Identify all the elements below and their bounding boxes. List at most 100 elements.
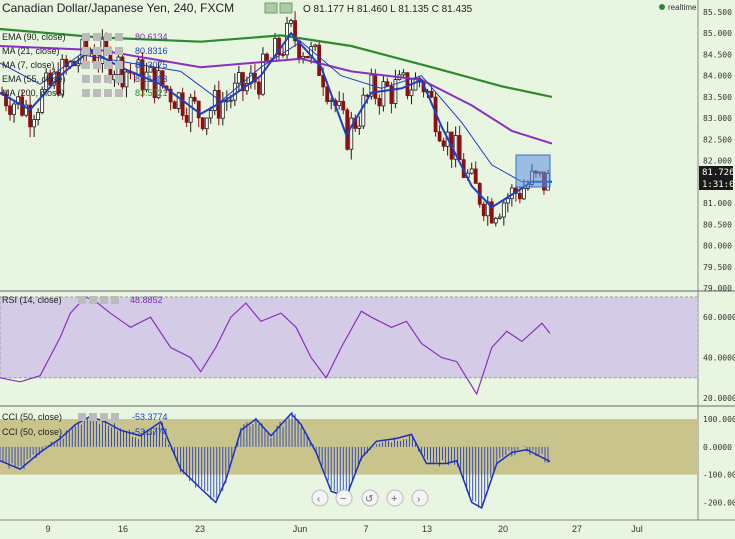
close-icon[interactable] — [100, 413, 108, 421]
more-icon[interactable] — [115, 61, 123, 69]
candle — [521, 188, 526, 200]
indicator-label[interactable]: EMA (90, close) — [2, 32, 66, 42]
settings-icon[interactable] — [89, 413, 97, 421]
candle — [192, 96, 197, 102]
settings-icon[interactable] — [93, 89, 101, 97]
zoom-out-glyph: ‹ — [317, 494, 320, 505]
forward-glyph: › — [417, 494, 420, 505]
price-axis-tick: 81.000 — [703, 199, 732, 208]
price-axis-tick: 79.000 — [703, 284, 732, 293]
candle — [453, 135, 458, 160]
candle — [401, 72, 406, 76]
selection-box[interactable] — [515, 154, 551, 188]
minus-icon[interactable] — [335, 489, 353, 507]
indicator-label[interactable]: MA (21, close) — [2, 46, 60, 56]
eye-icon[interactable] — [82, 89, 90, 97]
candle — [325, 86, 330, 102]
cci-axis-tick: 100.0000 — [703, 415, 735, 424]
zoom-out-icon[interactable] — [311, 489, 329, 507]
cci-axis-tick: -100.0000 — [703, 471, 735, 480]
ma7-line — [0, 31, 552, 209]
indicator-label[interactable]: MA (7, close) — [2, 60, 55, 70]
candle — [345, 109, 350, 150]
candle — [76, 63, 81, 67]
candle — [32, 119, 37, 128]
candle — [381, 81, 386, 107]
eye-icon[interactable] — [82, 47, 90, 55]
settings-icon[interactable] — [93, 47, 101, 55]
close-icon[interactable] — [100, 296, 108, 304]
candle — [349, 117, 354, 150]
settings-icon[interactable] — [89, 296, 97, 304]
candle — [64, 58, 69, 68]
candle — [361, 94, 366, 127]
candle — [457, 135, 462, 161]
candle — [473, 168, 478, 184]
eye-icon[interactable] — [78, 296, 86, 304]
forward-icon[interactable] — [411, 489, 429, 507]
cci-axis-tick: 0.0000 — [703, 443, 732, 452]
candle — [409, 89, 414, 97]
candle — [377, 97, 382, 107]
minus-glyph: − — [340, 493, 346, 505]
candle — [236, 72, 241, 84]
countdown-tag: 1:31:06 — [699, 178, 735, 190]
indicator-value: 81.3075 — [135, 60, 168, 70]
close-icon[interactable] — [104, 89, 112, 97]
candle — [405, 72, 410, 97]
more-icon[interactable] — [115, 75, 123, 83]
candle — [52, 71, 57, 86]
candle — [8, 105, 12, 115]
eye-icon[interactable] — [78, 413, 86, 421]
close-icon[interactable] — [104, 47, 112, 55]
reset-icon[interactable] — [361, 489, 379, 507]
more-icon[interactable] — [115, 89, 123, 97]
time-axis-tick: Jun — [293, 524, 308, 534]
candle — [196, 100, 201, 119]
time-axis-tick: 20 — [498, 524, 508, 534]
candle — [220, 101, 225, 119]
eye-icon[interactable] — [82, 75, 90, 83]
more-icon[interactable] — [115, 47, 123, 55]
candle — [441, 140, 446, 147]
candle — [188, 96, 193, 123]
rsi-legend: RSI (14, close) 48.8852 — [2, 295, 163, 305]
settings-icon[interactable] — [93, 61, 101, 69]
candle — [224, 100, 229, 103]
rsi-label[interactable]: RSI (14, close) — [2, 295, 62, 305]
indicator-label[interactable]: MA (200, close) — [2, 88, 65, 98]
eye-icon[interactable] — [264, 2, 278, 14]
more-icon[interactable] — [111, 413, 119, 421]
plus-glyph: + — [391, 493, 397, 505]
symbol-title[interactable]: Canadian Dollar/Japanese Yen, 240, FXCM — [2, 1, 234, 15]
close-icon[interactable] — [104, 61, 112, 69]
candle — [501, 202, 506, 218]
cci-label[interactable]: CCI (50, close) — [2, 412, 62, 422]
more-icon[interactable] — [111, 296, 119, 304]
close-icon[interactable] — [104, 33, 112, 41]
candle — [357, 125, 362, 129]
settings-icon[interactable] — [93, 75, 101, 83]
candle — [293, 20, 297, 42]
cci-label-2[interactable]: CCI (50, close) — [2, 427, 62, 437]
candle — [481, 203, 486, 217]
candle — [305, 55, 310, 59]
more-icon[interactable] — [115, 33, 123, 41]
candle — [313, 44, 318, 48]
time-axis-tick: 23 — [195, 524, 205, 534]
indicator-value: 80.6134 — [135, 32, 168, 42]
indicator-label[interactable]: EMA (55, close) — [2, 74, 66, 84]
close-icon[interactable] — [104, 75, 112, 83]
candle — [517, 192, 522, 200]
rsi-axis-tick: 60.0000 — [703, 313, 735, 322]
eye-icon[interactable] — [82, 33, 90, 41]
rsi-axis-tick: 40.0000 — [703, 354, 735, 363]
candle — [289, 20, 293, 24]
settings-icon[interactable] — [93, 33, 101, 41]
settings-icon[interactable] — [279, 2, 293, 14]
cci-value: -53.3774 — [132, 412, 168, 422]
eye-icon[interactable] — [82, 61, 90, 69]
plus-icon[interactable] — [386, 489, 404, 507]
